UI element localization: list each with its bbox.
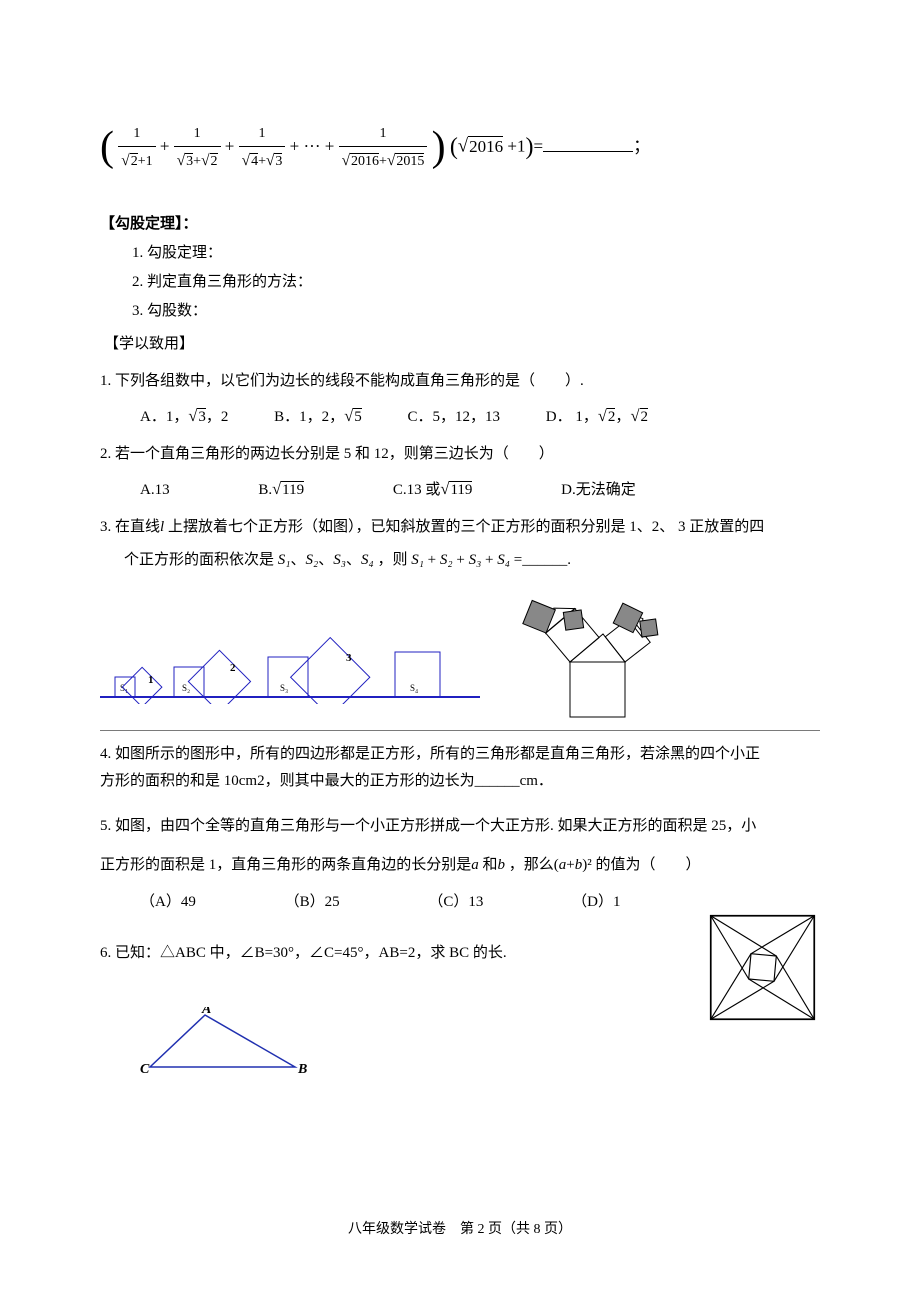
q2-choice-d: D.无法确定 — [561, 477, 636, 504]
telescoping-sum-equation: ( 1√2+1 + 1√3+√2 + 1√4+√3 + ··· + 1√2016… — [100, 110, 820, 186]
equation-tail: ； — [633, 137, 650, 156]
pythagoras-tree-figure — [510, 592, 690, 722]
frac-2: 1√3+√2 — [174, 121, 221, 175]
q5-choice-d: （D）1 — [572, 889, 620, 916]
section-pt1: 1. 勾股定理： — [100, 240, 820, 267]
paren-left: ( — [450, 134, 458, 160]
q1-choice-d: D． 1，√2，√2 — [546, 401, 648, 431]
frac-1: 1√2+1 — [118, 121, 155, 175]
q2-choice-b: B.√119 — [258, 474, 304, 504]
svg-text:1: 1 — [148, 674, 154, 686]
q1-choice-a: A．1，√3，2 — [140, 401, 228, 431]
svg-text:S₂: S₂ — [182, 683, 190, 693]
q1-choice-c: C．5，12，13 — [408, 404, 501, 431]
section-pt3: 3. 勾股数： — [100, 298, 820, 325]
paren-right: ) — [526, 134, 534, 160]
section-title: 【勾股定理】： — [100, 211, 820, 238]
section-apply: 【学以致用】 — [100, 331, 820, 358]
q1-choice-b: B．1，2，√5 — [274, 401, 362, 431]
svg-text:3: 3 — [346, 652, 352, 664]
q2-choice-c: C.13 或√119 — [393, 474, 473, 504]
big-paren-left: ( — [100, 124, 114, 170]
big-paren-right: ) — [432, 124, 446, 170]
q1-choices: A．1，√3，2 B．1，2，√5 C．5，12，13 D． 1，√2，√2 — [100, 401, 820, 431]
question-4: 4. 如图所示的图形中，所有的四边形都是正方形，所有的三角形都是直角三角形，若涂… — [100, 741, 820, 795]
svg-text:B: B — [297, 1062, 307, 1077]
page-footer: 八年级数学试卷 第 2 页（共 8 页） — [100, 1217, 820, 1242]
svg-text:S₄: S₄ — [410, 683, 418, 693]
q3-figures: S₁ 1 S₂ 2 S₃ 3 S₄ — [100, 592, 820, 722]
svg-text:S₃: S₃ — [280, 683, 288, 693]
q5-choice-a: （A）49 — [140, 889, 196, 916]
q5-choice-b: （B）25 — [285, 889, 340, 916]
answer-blank-0 — [543, 138, 633, 152]
question-1: 1. 下列各组数中，以它们为边长的线段不能构成直角三角形的是（ ）. — [100, 368, 820, 395]
question-3: 3. 在直线l 上摆放着七个正方形（如图），已知斜放置的三个正方形的面积分别是 … — [100, 514, 820, 574]
frac-n: 1√2016+√2015 — [339, 121, 428, 175]
section-pt2: 2. 判定直角三角形的方法： — [100, 269, 820, 296]
frac-3: 1√4+√3 — [239, 121, 286, 175]
q5-choice-c: （C）13 — [428, 889, 483, 916]
q2-choices: A.13 B.√119 C.13 或√119 D.无法确定 — [100, 474, 820, 504]
pinwheel-square-figure — [705, 910, 820, 1025]
svg-text:2: 2 — [230, 662, 236, 674]
q2-text: 2. 若一个直角三角形的两边长分别是 5 和 12，则第三边长为（ ） — [100, 446, 554, 462]
svg-text:A: A — [201, 1007, 211, 1017]
divider — [100, 730, 820, 731]
question-2: 2. 若一个直角三角形的两边长分别是 5 和 12，则第三边长为（ ） — [100, 441, 820, 468]
seven-squares-figure: S₁ 1 S₂ 2 S₃ 3 S₄ — [100, 609, 480, 704]
q2-choice-a: A.13 — [140, 477, 170, 504]
question-5: 5. 如图，由四个全等的直角三角形与一个小正方形拼成一个大正方形. 如果大正方形… — [100, 813, 820, 879]
q1-text: 1. 下列各组数中，以它们为边长的线段不能构成直角三角形的是（ ）. — [100, 373, 584, 389]
svg-text:C: C — [140, 1062, 150, 1077]
